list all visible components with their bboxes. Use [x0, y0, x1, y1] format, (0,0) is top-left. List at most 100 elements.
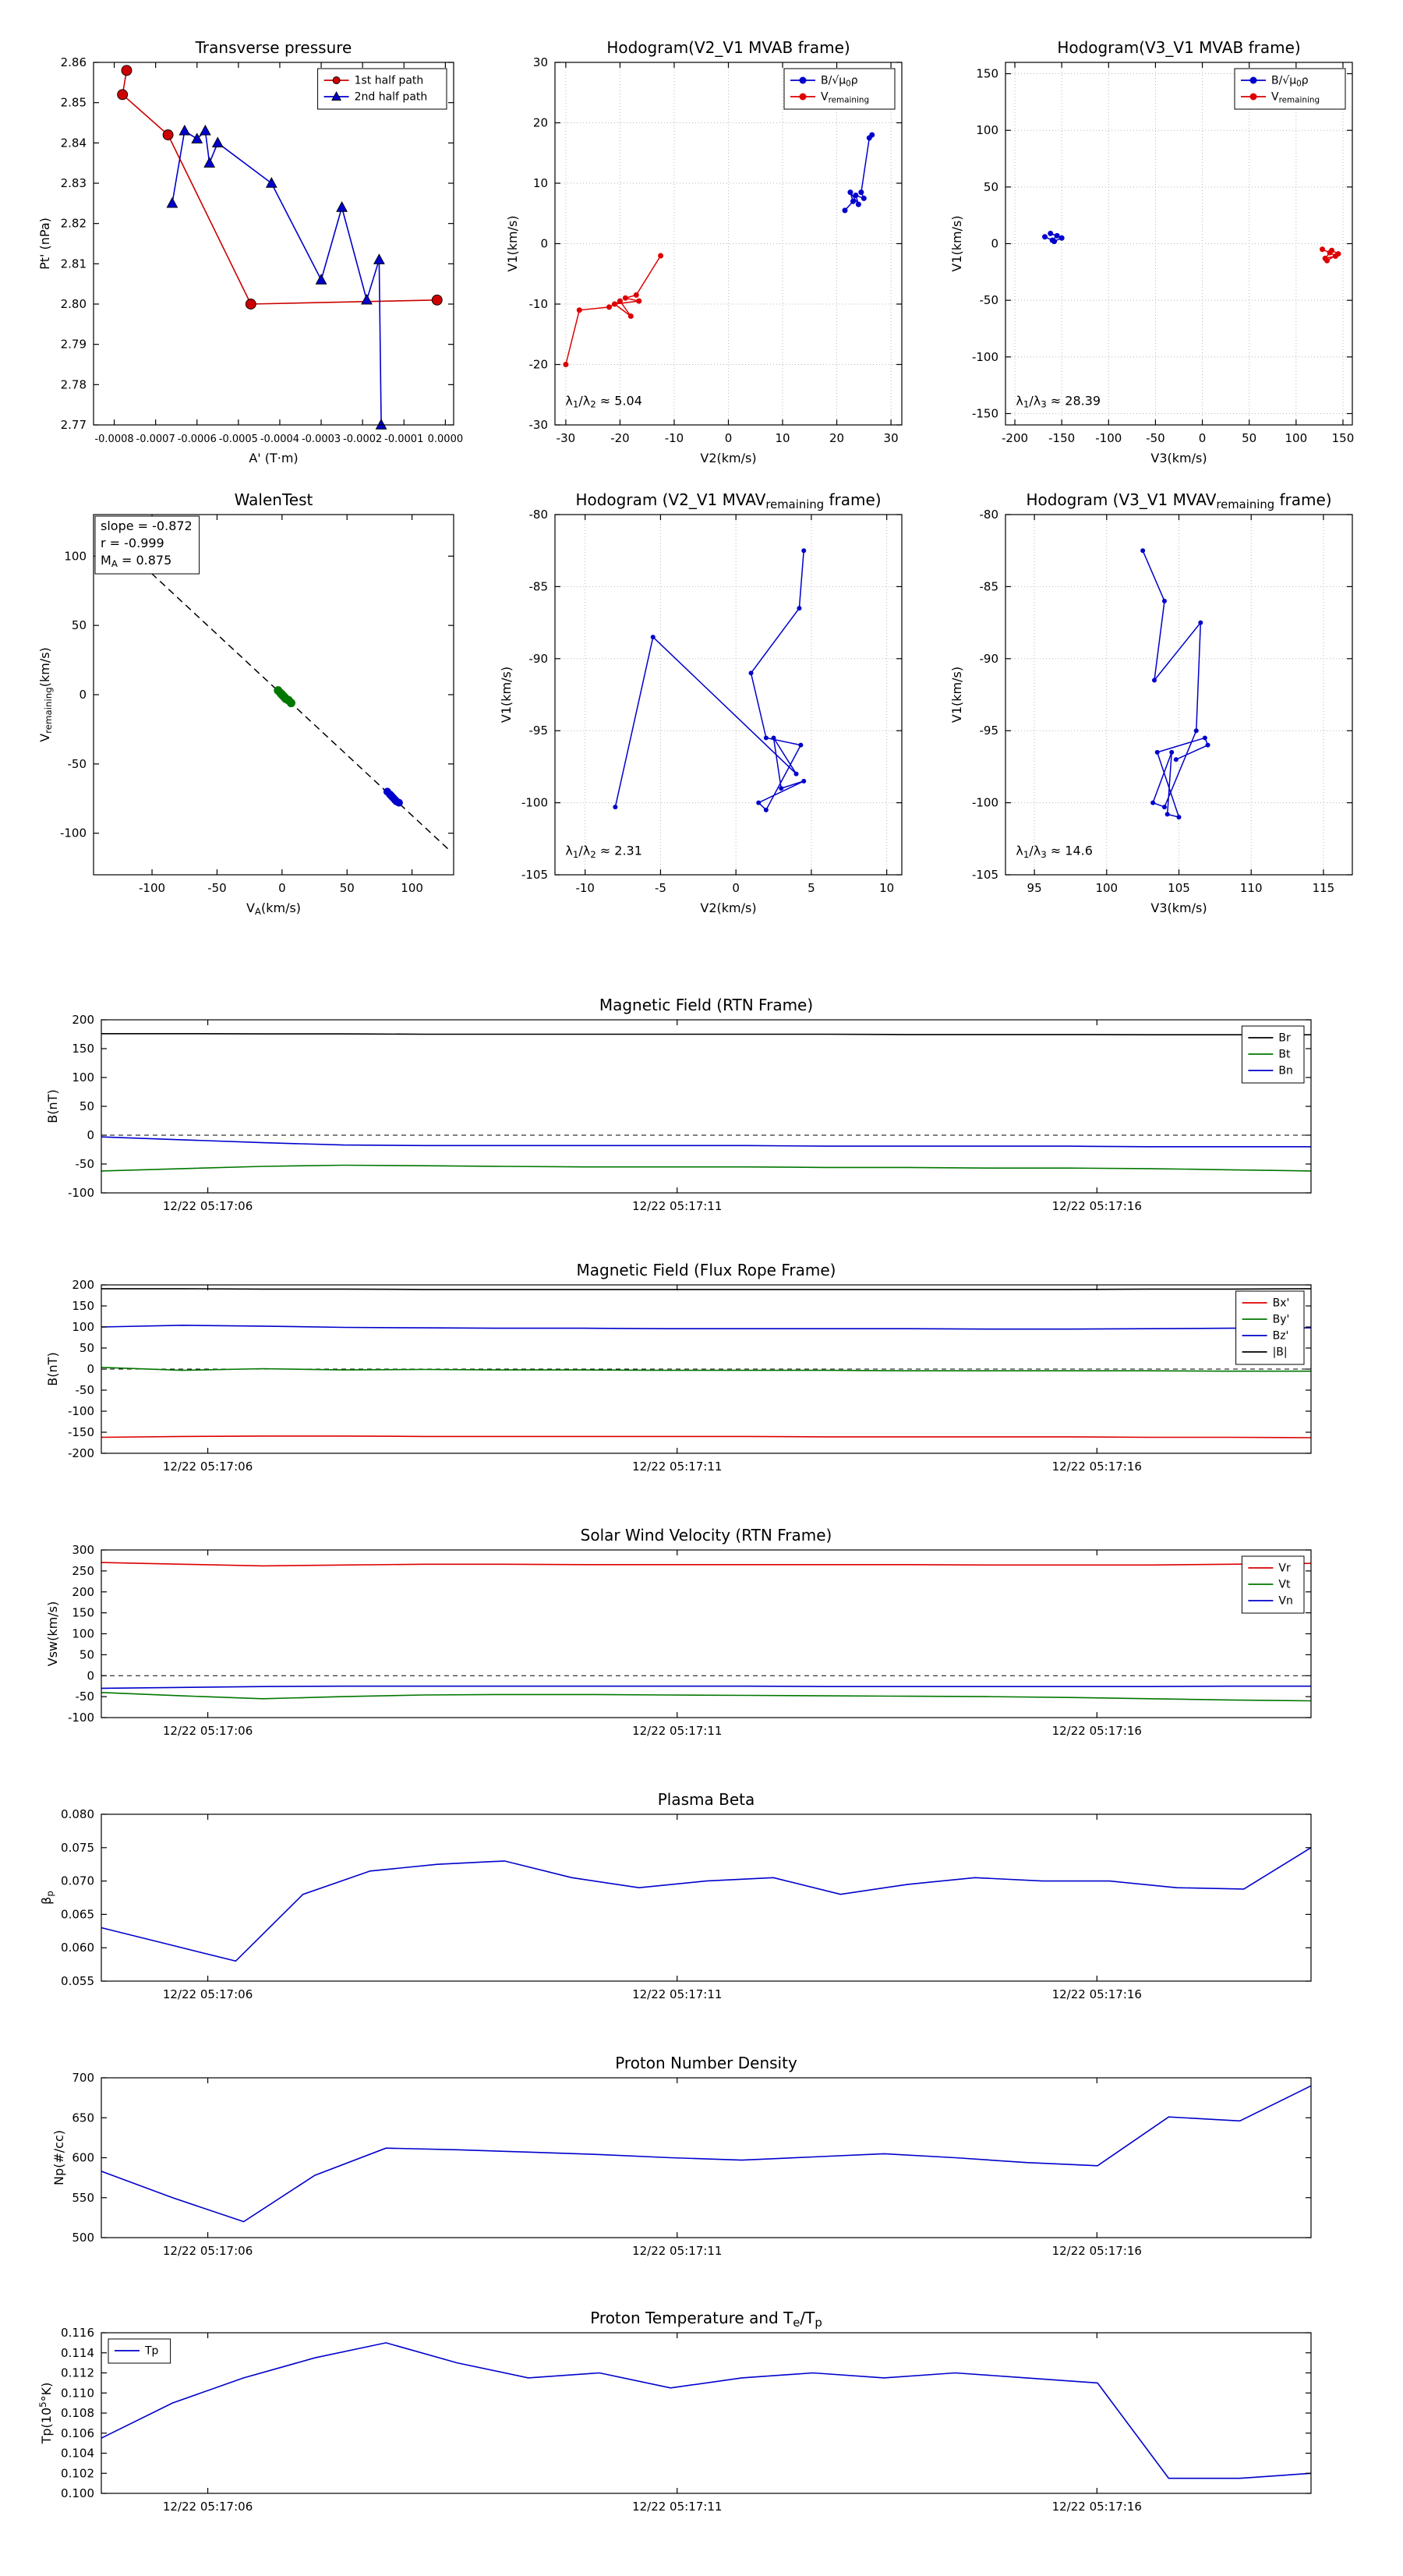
- chart-walen-test: -100 -50 0 50 100 -100 -50 0 50 100 WalenTest VA(km…: [37, 490, 454, 917]
- y-axis-label: V1(km/s): [949, 667, 964, 723]
- chart-solar-wind-velocity: 12/22 05:17:06 12/22 05:17:11 12/22 05:17:…: [45, 1526, 1312, 1738]
- series-walen-fit-line: [99, 525, 449, 850]
- y-tick-label: 100: [72, 1320, 94, 1334]
- y-tick-label: -95: [529, 724, 549, 738]
- y-tick-label: 200: [72, 1013, 94, 1027]
- x-tick-label: -0.0004: [260, 433, 299, 445]
- x-tick-label: 12/22 05:17:11: [632, 1199, 722, 1213]
- x-tick-label: 0: [732, 881, 740, 895]
- y-tick-label: 2.83: [61, 176, 87, 190]
- y-tick-label: 2.85: [61, 96, 87, 110]
- x-tick-label: 100: [401, 881, 423, 895]
- y-tick-label: 10: [533, 176, 548, 190]
- x-tick-label: 5: [808, 881, 815, 895]
- y-axis-label: Np(#/cc): [51, 2130, 66, 2185]
- series-Vt: [101, 1692, 1312, 1702]
- y-tick-label: -50: [68, 757, 87, 771]
- axes-box: [101, 2077, 1312, 2238]
- x-tick-label: 0: [725, 431, 733, 445]
- y-tick-label: -100: [68, 1186, 94, 1200]
- y-tick-label: 100: [72, 1627, 94, 1641]
- y-tick-label: 100: [976, 123, 998, 137]
- x-tick-label: 12/22 05:17:11: [632, 1460, 722, 1474]
- x-tick-label: 12/22 05:17:06: [163, 1199, 253, 1213]
- series-Br: [101, 1033, 1311, 1035]
- x-tick-label: 10: [879, 881, 894, 895]
- y-tick-label: 2.80: [61, 297, 87, 311]
- x-tick-label: -100: [139, 881, 165, 895]
- x-tick-label: 12/22 05:17:11: [632, 2500, 722, 2514]
- x-tick-label: 115: [1313, 881, 1335, 895]
- chart-title: Proton Temperature and Te/Tp: [590, 2309, 822, 2330]
- chart-hodogram-v3v1-mvab: -200 -150 -100 -50 0 50 100 150 -150 -100 -50 0 50 10…: [949, 38, 1354, 465]
- y-tick-label: -30: [529, 418, 549, 432]
- x-tick-label: 12/22 05:17:16: [1052, 2500, 1142, 2514]
- chart-title: Hodogram(V2_V1 MVAB frame): [606, 38, 850, 57]
- y-tick-label: 0.116: [61, 2326, 94, 2340]
- x-tick-label: 30: [884, 431, 899, 445]
- chart-hodogram-v2v1-mvab: -30 -20 -10 0 10 20 30 -30 -20 -10 0 10 20 30 Hodogram…: [505, 38, 903, 465]
- x-axis-label: VA(km/s): [246, 901, 301, 917]
- x-axis-label: A' (T·m): [249, 451, 298, 465]
- x-tick-label: -0.0006: [178, 433, 217, 445]
- y-tick-label: -105: [521, 868, 548, 882]
- chart-hodogram-v3v1-mvav: 95 100 105 110 115 -105 -100 -95 -90 -85 -80 Hodogr…: [949, 490, 1353, 915]
- x-tick-label: 100: [1095, 881, 1118, 895]
- y-axis-label: Vsw(km/s): [45, 1601, 60, 1666]
- y-tick-label: 200: [72, 1585, 94, 1599]
- x-tick-label: 20: [829, 431, 844, 445]
- x-tick-label: 12/22 05:17:11: [632, 2244, 722, 2258]
- chart-title: Magnetic Field (Flux Rope Frame): [577, 1261, 836, 1279]
- y-axis-label: Pt' (nPa): [37, 218, 52, 270]
- y-tick-label: 650: [72, 2111, 94, 2125]
- x-tick-label: 12/22 05:17:16: [1052, 1199, 1142, 1213]
- y-tick-label: 0: [87, 1128, 94, 1142]
- y-tick-label: 2.86: [61, 55, 87, 69]
- y-tick-label: 2.81: [61, 257, 87, 271]
- y-tick-label: 0: [87, 1362, 94, 1376]
- legend-box: [783, 68, 896, 110]
- axes-box: [101, 1549, 1312, 1718]
- y-tick-label: 2.79: [61, 338, 87, 352]
- x-tick-label: -5: [655, 881, 666, 895]
- x-tick-label: 12/22 05:17:16: [1052, 2244, 1142, 2258]
- y-axis-label: V1(km/s): [949, 215, 964, 271]
- series-Bt: [101, 1164, 1312, 1172]
- y-axis-label: V1(km/s): [505, 215, 520, 271]
- y-tick-label: -90: [980, 652, 999, 666]
- y-tick-label: 150: [72, 1042, 94, 1056]
- y-axis-label: B(nT): [45, 1352, 60, 1385]
- x-tick-label: 0: [278, 881, 286, 895]
- y-tick-label: 20: [533, 116, 548, 130]
- y-tick-label: 0.106: [61, 2426, 94, 2440]
- y-tick-label: -80: [529, 508, 549, 522]
- series-beta-p: [101, 1847, 1312, 1962]
- y-tick-label: 600: [72, 2151, 94, 2165]
- series-group: [1140, 548, 1210, 820]
- chart-title: Proton Number Density: [615, 2054, 797, 2072]
- legend-label: Bx': [1273, 1297, 1290, 1310]
- series-hodogram-path: [614, 550, 804, 812]
- annotation: λ1/λ3 ≈ 14.6: [1016, 844, 1093, 860]
- annotation-box: [94, 515, 200, 575]
- y-axis-label: B(nT): [45, 1089, 60, 1123]
- y-tick-label: 0.100: [61, 2486, 94, 2500]
- y-tick-label: -20: [529, 358, 549, 372]
- x-tick-label: 12/22 05:17:11: [632, 1987, 722, 2001]
- axes-box: [93, 62, 454, 426]
- x-tick-label: 150: [1332, 431, 1355, 445]
- legend-label: Br: [1278, 1032, 1291, 1045]
- y-tick-label: 700: [72, 2071, 94, 2085]
- x-tick-label: -50: [1146, 431, 1165, 445]
- series-Bn: [101, 1136, 1311, 1148]
- chart-transverse-pressure: -0.0008 -0.0007 -0.0006 -0.0005 -0.0004 -0.00…: [37, 38, 463, 465]
- x-tick-label: -0.0002: [343, 433, 382, 445]
- y-tick-label: -200: [68, 1446, 94, 1460]
- y-tick-label: 0.060: [61, 1941, 94, 1955]
- x-tick-label: -10: [665, 431, 684, 445]
- chart-title: Hodogram (V3_V1 MVAVremaining frame): [1026, 490, 1331, 511]
- series-Vn: [101, 1685, 1311, 1690]
- y-tick-label: -85: [529, 579, 549, 593]
- annotation-line: MA = 0.875: [101, 553, 171, 569]
